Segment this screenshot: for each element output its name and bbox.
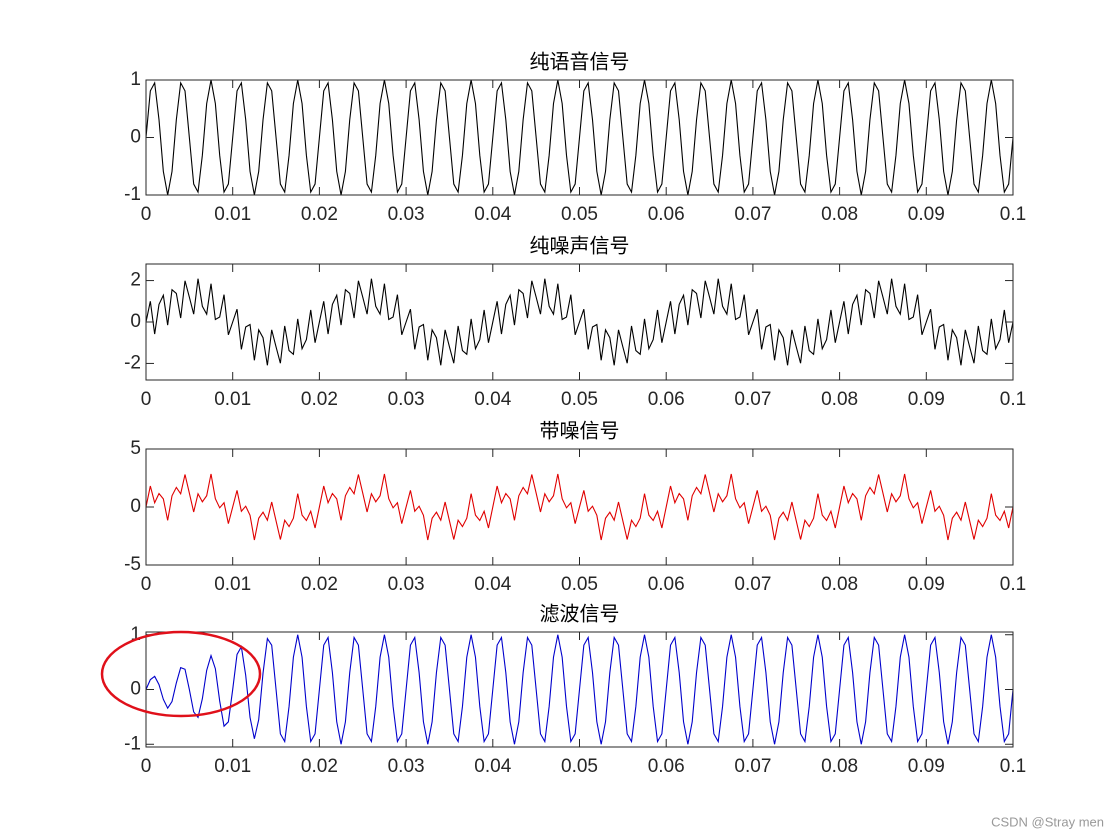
x-tick-label: 0: [141, 574, 152, 595]
x-tick-label: 0.1: [1000, 756, 1026, 777]
x-tick-label: 0.01: [214, 574, 251, 595]
x-tick-label: 0.08: [821, 204, 858, 225]
y-tick-label: 0: [130, 311, 141, 332]
y-tick-label: -1: [124, 733, 141, 754]
x-tick-label: 0.1: [1000, 204, 1026, 225]
x-tick-label: 0.05: [561, 204, 598, 225]
x-tick-label: 0.04: [474, 574, 511, 595]
x-tick-label: 0.06: [648, 389, 685, 410]
x-tick-label: 0.01: [214, 204, 251, 225]
watermark: CSDN @Stray men: [991, 814, 1104, 829]
x-tick-label: 0.1: [1000, 574, 1026, 595]
x-tick-label: 0.09: [908, 574, 945, 595]
signal-line: [145, 278, 1014, 366]
x-tick-label: 0.03: [388, 389, 425, 410]
x-tick-label: 0.05: [561, 389, 598, 410]
x-tick-label: 0.02: [301, 756, 338, 777]
y-tick-label: 0: [130, 127, 141, 148]
x-tick-label: 0.09: [908, 756, 945, 777]
x-tick-label: 0: [141, 756, 152, 777]
chart-title: 纯语音信号: [530, 50, 630, 74]
y-tick-label: 5: [130, 438, 141, 459]
x-tick-label: 0.04: [474, 204, 511, 225]
chart-title: 带噪信号: [540, 419, 620, 443]
x-tick-label: 0.07: [734, 204, 771, 225]
x-tick-label: 0.03: [388, 204, 425, 225]
x-tick-label: 0.05: [561, 756, 598, 777]
highlight-ellipse: [100, 630, 262, 718]
x-tick-label: 0.02: [301, 574, 338, 595]
x-tick-label: 0.1: [1000, 389, 1026, 410]
x-tick-label: 0.08: [821, 756, 858, 777]
y-tick-label: 0: [130, 496, 141, 517]
x-tick-label: 0.06: [648, 204, 685, 225]
chart-title: 滤波信号: [540, 602, 620, 626]
y-tick-label: 0: [130, 679, 141, 700]
x-tick-label: 0.06: [648, 574, 685, 595]
x-tick-label: 0.07: [734, 574, 771, 595]
x-tick-label: 0.02: [301, 389, 338, 410]
x-tick-label: 0.06: [648, 756, 685, 777]
y-tick-label: 1: [130, 624, 141, 645]
x-tick-label: 0.07: [734, 389, 771, 410]
signal-line: [145, 473, 1014, 541]
x-tick-label: 0.01: [214, 389, 251, 410]
x-tick-label: 0.04: [474, 756, 511, 777]
x-tick-label: 0.05: [561, 574, 598, 595]
x-tick-label: 0.09: [908, 389, 945, 410]
x-tick-label: 0.08: [821, 574, 858, 595]
x-tick-label: 0.09: [908, 204, 945, 225]
y-tick-label: -5: [124, 554, 141, 575]
y-tick-label: -1: [124, 184, 141, 205]
signal-line: [145, 634, 1014, 745]
signal-line: [145, 79, 1014, 196]
x-tick-label: 0.08: [821, 389, 858, 410]
y-tick-label: -2: [124, 352, 141, 373]
chart-title: 纯噪声信号: [530, 234, 630, 258]
x-tick-label: 0.03: [388, 756, 425, 777]
x-tick-label: 0.01: [214, 756, 251, 777]
x-tick-label: 0: [141, 389, 152, 410]
y-tick-label: 1: [130, 69, 141, 90]
x-tick-label: 0.02: [301, 204, 338, 225]
x-tick-label: 0.04: [474, 389, 511, 410]
x-tick-label: 0.03: [388, 574, 425, 595]
x-tick-label: 0.07: [734, 756, 771, 777]
y-tick-label: 2: [130, 270, 141, 291]
x-tick-label: 0: [141, 204, 152, 225]
